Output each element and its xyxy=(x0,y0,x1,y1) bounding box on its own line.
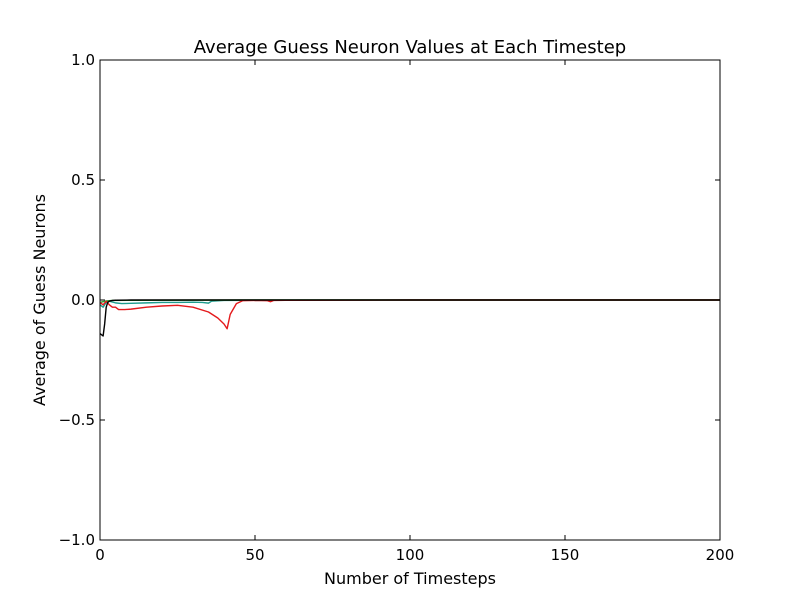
x-axis-label: Number of Timesteps xyxy=(324,569,496,588)
y-axis-label: Average of Guess Neurons xyxy=(30,194,49,406)
x-tick-label: 100 xyxy=(396,546,425,564)
ticks-layer: 0 50 100 150 200 1.0 0.5 0.0 −0.5 −1.0 xyxy=(59,51,735,564)
y-tick-label: 0.0 xyxy=(71,291,95,309)
y-tick-label: 0.5 xyxy=(71,171,95,189)
x-tick-label: 0 xyxy=(95,546,105,564)
plot-area-frame xyxy=(99,59,721,541)
series-line-4 xyxy=(99,299,720,337)
y-tick-label: −1.0 xyxy=(59,531,95,549)
series-line-3 xyxy=(99,299,720,330)
series-layer xyxy=(99,299,720,337)
x-tick-label: 200 xyxy=(706,546,735,564)
x-tick-label: 50 xyxy=(245,546,264,564)
y-tick-label: −0.5 xyxy=(59,411,95,429)
chart-title: Average Guess Neuron Values at Each Time… xyxy=(194,37,626,58)
y-tick-label: 1.0 xyxy=(71,51,95,69)
x-tick-label: 150 xyxy=(551,546,580,564)
